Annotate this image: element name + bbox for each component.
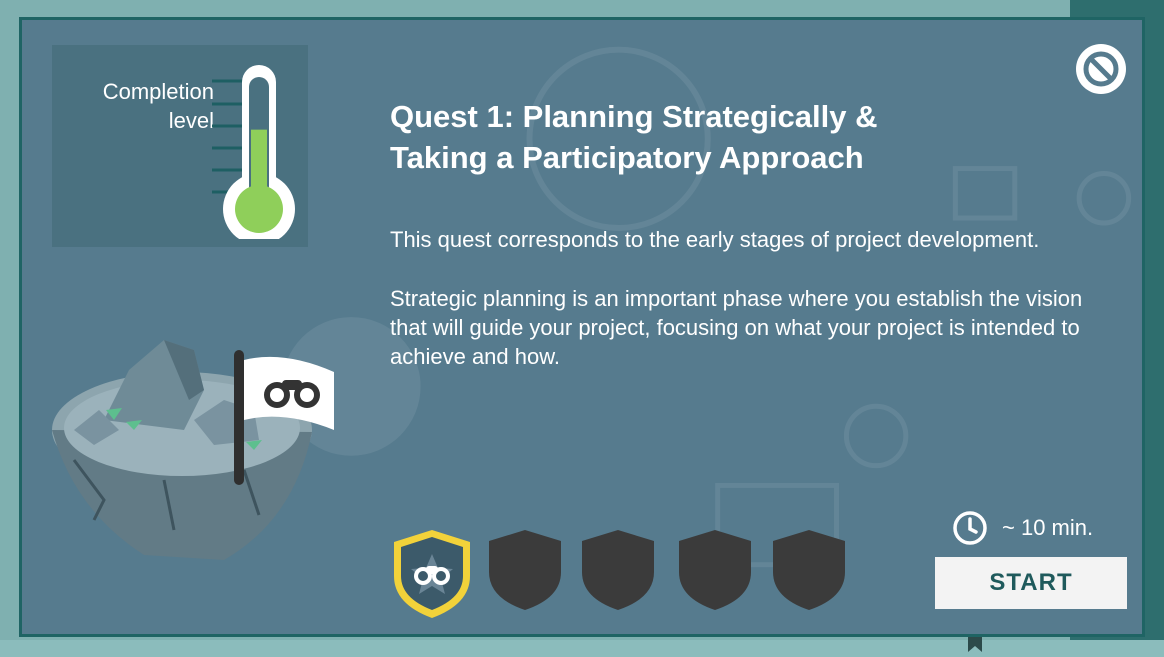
binoculars-icon — [414, 566, 450, 585]
completion-label-line2: level — [168, 108, 214, 133]
quest-title-line1: Quest 1: Planning Strategically & — [390, 99, 878, 134]
quest-title: Quest 1: Planning Strategically & Taking… — [390, 96, 1030, 178]
thermometer-fill — [251, 129, 267, 209]
thermometer-icon — [212, 65, 295, 239]
duration-text: ~ 10 min. — [1002, 515, 1094, 540]
clock-icon — [953, 511, 987, 545]
completion-label: Completion level — [54, 77, 214, 135]
quest-description: This quest corresponds to the early stag… — [390, 225, 1110, 401]
badge-locked — [679, 530, 751, 610]
badge-row — [390, 528, 860, 624]
badge-locked — [582, 530, 654, 610]
close-button[interactable] — [1074, 42, 1128, 96]
binoculars-icon — [264, 380, 320, 408]
start-button[interactable]: START — [935, 557, 1127, 609]
badge-earned[interactable] — [390, 528, 474, 620]
background-strip-bottom — [0, 640, 1164, 657]
completion-label-line1: Completion — [102, 79, 214, 104]
badge-locked — [489, 530, 561, 610]
badge-locked — [773, 530, 845, 610]
island-illustration — [52, 340, 334, 560]
quest-description-paragraph-1: This quest corresponds to the early stag… — [390, 227, 1040, 252]
quest-description-paragraph-2: Strategic planning is an important phase… — [390, 286, 1083, 369]
quest-dialog: Completion level — [19, 17, 1145, 637]
duration-indicator: ~ 10 min. — [952, 508, 1093, 548]
quest-title-line2: Taking a Participatory Approach — [390, 140, 864, 175]
completion-panel: Completion level — [52, 45, 308, 247]
